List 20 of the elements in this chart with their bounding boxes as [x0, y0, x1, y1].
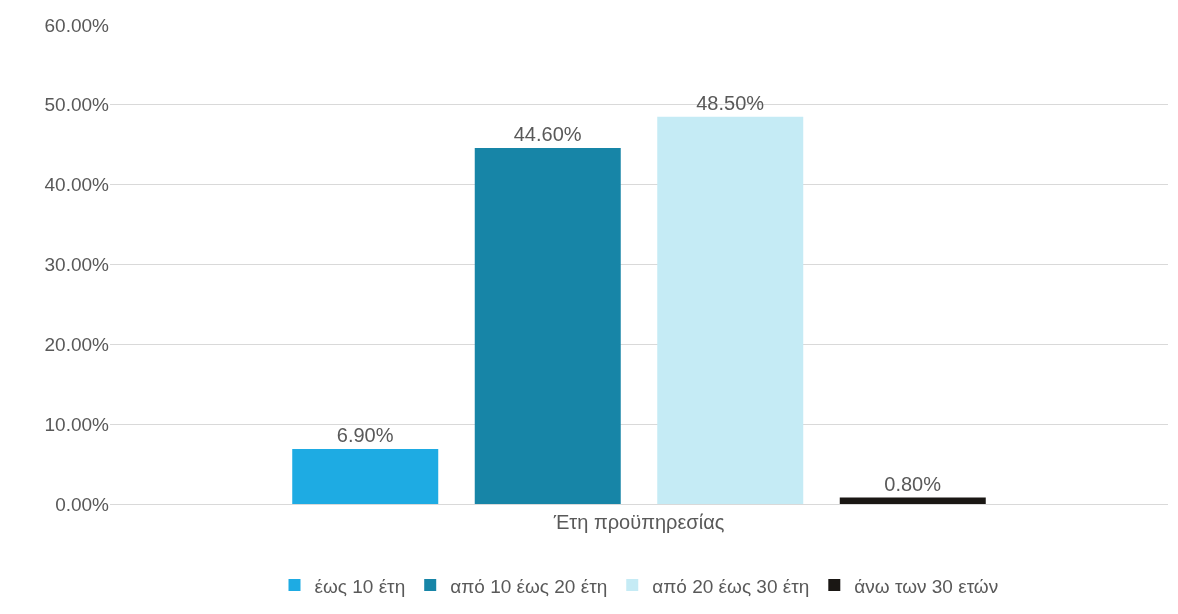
- legend-label: από 10 έως 20 έτη: [450, 575, 608, 597]
- y-tick-label: 20.00%: [44, 333, 110, 355]
- y-tick-label: 50.00%: [44, 94, 110, 116]
- data-label: 6.90%: [336, 423, 394, 446]
- data-label: 48.50%: [696, 91, 765, 114]
- y-tick-label: 0.00%: [55, 493, 110, 515]
- data-label: 0.80%: [884, 472, 942, 495]
- bar: [474, 147, 621, 504]
- y-tick-label: 60.00%: [44, 14, 110, 36]
- bar: [839, 497, 986, 504]
- y-tick-label: 30.00%: [44, 254, 110, 276]
- x-tick-label: Έτη προϋπηρεσίας: [552, 511, 725, 533]
- legend-label: έως 10 έτη: [314, 575, 406, 597]
- bar: [657, 116, 804, 504]
- y-tick-label: 40.00%: [44, 174, 110, 196]
- bar: [292, 448, 439, 504]
- y-tick-label: 10.00%: [44, 413, 110, 435]
- legend-label: άνω των 30 ετών: [854, 575, 999, 597]
- data-label: 44.60%: [513, 122, 582, 145]
- legend-label: από 20 έως 30 έτη: [652, 575, 810, 597]
